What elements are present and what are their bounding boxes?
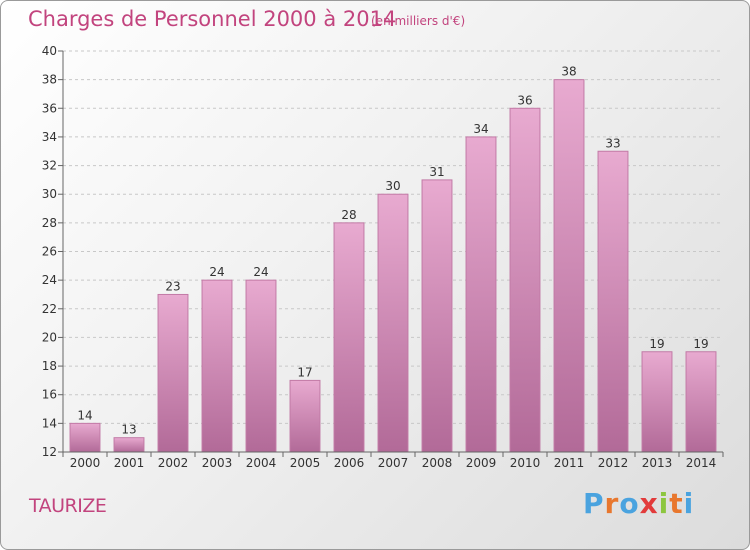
y-tick-label: 30	[42, 187, 57, 201]
data-labels: 14 13 23 24 24 17 28 30 31 34 36 38 33 19 19	[77, 65, 708, 437]
x-tick-label-2005: 2005	[290, 456, 321, 470]
y-tick-label: 24	[42, 273, 57, 287]
bar-2005	[289, 379, 321, 453]
logo-letter: t	[669, 487, 684, 520]
x-tick-label-2001: 2001	[114, 456, 145, 470]
data-label-2004: 24	[253, 265, 268, 279]
y-tick-label: 32	[42, 159, 57, 173]
logo-letter: i	[658, 487, 670, 520]
y-tick-label: 28	[42, 216, 57, 230]
y-tick-label: 26	[42, 245, 57, 259]
data-label-2009: 34	[473, 122, 488, 136]
y-tick-label: 36	[42, 101, 57, 115]
bars	[69, 79, 717, 453]
data-label-2002: 23	[165, 279, 180, 293]
logo-letter: o	[619, 487, 640, 520]
y-tick-label: 16	[42, 388, 57, 402]
x-tick-label-2006: 2006	[334, 456, 365, 470]
y-tick-label: 20	[42, 330, 57, 344]
bar-2011	[553, 79, 585, 453]
data-label-2010: 36	[517, 93, 532, 107]
bar-2010	[509, 107, 541, 453]
y-tick-label: 12	[42, 445, 57, 459]
bar-2002	[157, 293, 189, 453]
data-label-2006: 28	[341, 208, 356, 222]
bar-2003	[201, 279, 233, 453]
proxiti-logo: Proxiti	[583, 487, 694, 520]
logo-letter: x	[639, 487, 659, 520]
bar-2012	[597, 150, 629, 453]
y-tick-label: 14	[42, 416, 57, 430]
data-label-2011: 38	[561, 65, 576, 79]
data-label-2013: 19	[649, 337, 664, 351]
x-axis: 2000 2001 2002 2003 2004 2005 2006 2007 2008 2009…	[62, 451, 724, 470]
y-axis: 12 14 16 18 20 22 24 26 28 30 32 34 36 38 40	[42, 44, 64, 459]
x-tick-label-2010: 2010	[510, 456, 541, 470]
logo-letter: P	[583, 487, 605, 520]
chart-subtitle: (en milliers d'€)	[371, 14, 466, 28]
y-tick-label: 40	[42, 44, 57, 58]
x-tick-label-2009: 2009	[466, 456, 497, 470]
bar-2009	[465, 136, 497, 453]
bar-2000	[69, 422, 101, 453]
bar-2007	[377, 193, 409, 453]
data-label-2008: 31	[429, 165, 444, 179]
x-tick-label-2007: 2007	[378, 456, 409, 470]
logo-letter: i	[683, 487, 695, 520]
bar-2004	[245, 279, 277, 453]
data-label-2001: 13	[121, 423, 136, 437]
y-tick-label: 22	[42, 302, 57, 316]
data-label-2005: 17	[297, 365, 312, 379]
x-tick-label-2012: 2012	[598, 456, 629, 470]
data-label-2007: 30	[385, 179, 400, 193]
bar-2006	[333, 222, 365, 453]
chart-title: Charges de Personnel 2000 à 2014	[28, 7, 397, 31]
x-tick-label-2013: 2013	[642, 456, 673, 470]
data-label-2012: 33	[605, 136, 620, 150]
x-tick-label-2014: 2014	[686, 456, 717, 470]
x-tick-label-2003: 2003	[202, 456, 233, 470]
y-tick-label: 34	[42, 130, 57, 144]
x-tick-label-2011: 2011	[554, 456, 585, 470]
x-tick-label-2008: 2008	[422, 456, 453, 470]
logo-letter: r	[604, 487, 620, 520]
data-label-2014: 19	[693, 337, 708, 351]
bar-2014	[685, 351, 717, 453]
y-tick-label: 38	[42, 73, 57, 87]
x-tick-label-2000: 2000	[70, 456, 101, 470]
y-tick-label: 18	[42, 359, 57, 373]
x-tick-label-2002: 2002	[158, 456, 189, 470]
x-tick-label-2004: 2004	[246, 456, 277, 470]
bar-2013	[641, 351, 673, 453]
data-label-2000: 14	[77, 408, 92, 422]
bar-2001	[113, 437, 145, 453]
data-label-2003: 24	[209, 265, 224, 279]
commune-name: TAURIZE	[29, 495, 107, 517]
bar-2008	[421, 179, 453, 453]
